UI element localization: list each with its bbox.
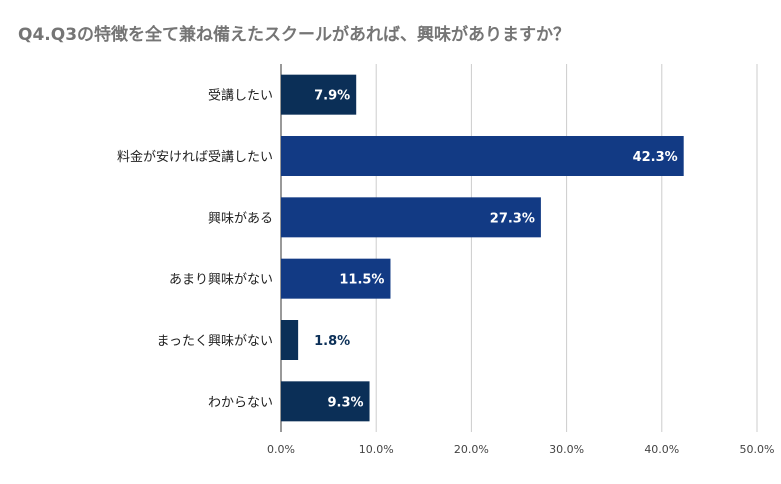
- bar: [281, 74, 357, 115]
- gridlines: [280, 64, 758, 432]
- data-label: 9.3%: [327, 395, 363, 410]
- bar: [281, 197, 541, 238]
- bar: [281, 320, 299, 360]
- data-label: 7.9%: [314, 89, 350, 104]
- category-label: あまり興味がない: [169, 273, 273, 288]
- x-tick-label: 50.0%: [740, 443, 775, 456]
- category-label: わからない: [208, 395, 273, 410]
- x-tick-label: 20.0%: [454, 443, 489, 456]
- data-label: 1.8%: [314, 334, 350, 349]
- category-label: 料金が安ければ受講したい: [117, 149, 273, 165]
- category-label: 受講したい: [208, 88, 273, 104]
- bar: [281, 381, 370, 422]
- bar: [281, 136, 684, 176]
- bar: [281, 258, 391, 299]
- x-tick-label: 40.0%: [644, 443, 679, 456]
- category-label: 興味がある: [208, 211, 273, 226]
- bars: [281, 74, 684, 422]
- x-tick-label: 10.0%: [359, 443, 394, 456]
- labels: 0.0% 10.0% 20.0% 30.0% 40.0% 50.0% 受講したい 7.9% 料金…: [117, 88, 774, 456]
- data-label: 42.3%: [633, 150, 678, 165]
- category-label: まったく興味がない: [157, 334, 273, 349]
- data-label: 11.5%: [339, 273, 384, 288]
- x-tick-label: 30.0%: [549, 443, 584, 456]
- data-label: 27.3%: [490, 211, 535, 226]
- x-tick-label: 0.0%: [267, 443, 295, 456]
- chart-title: Q4.Q3の特徴を全て兼ね備えたスクールがあれば、興味がありますか？: [18, 25, 571, 45]
